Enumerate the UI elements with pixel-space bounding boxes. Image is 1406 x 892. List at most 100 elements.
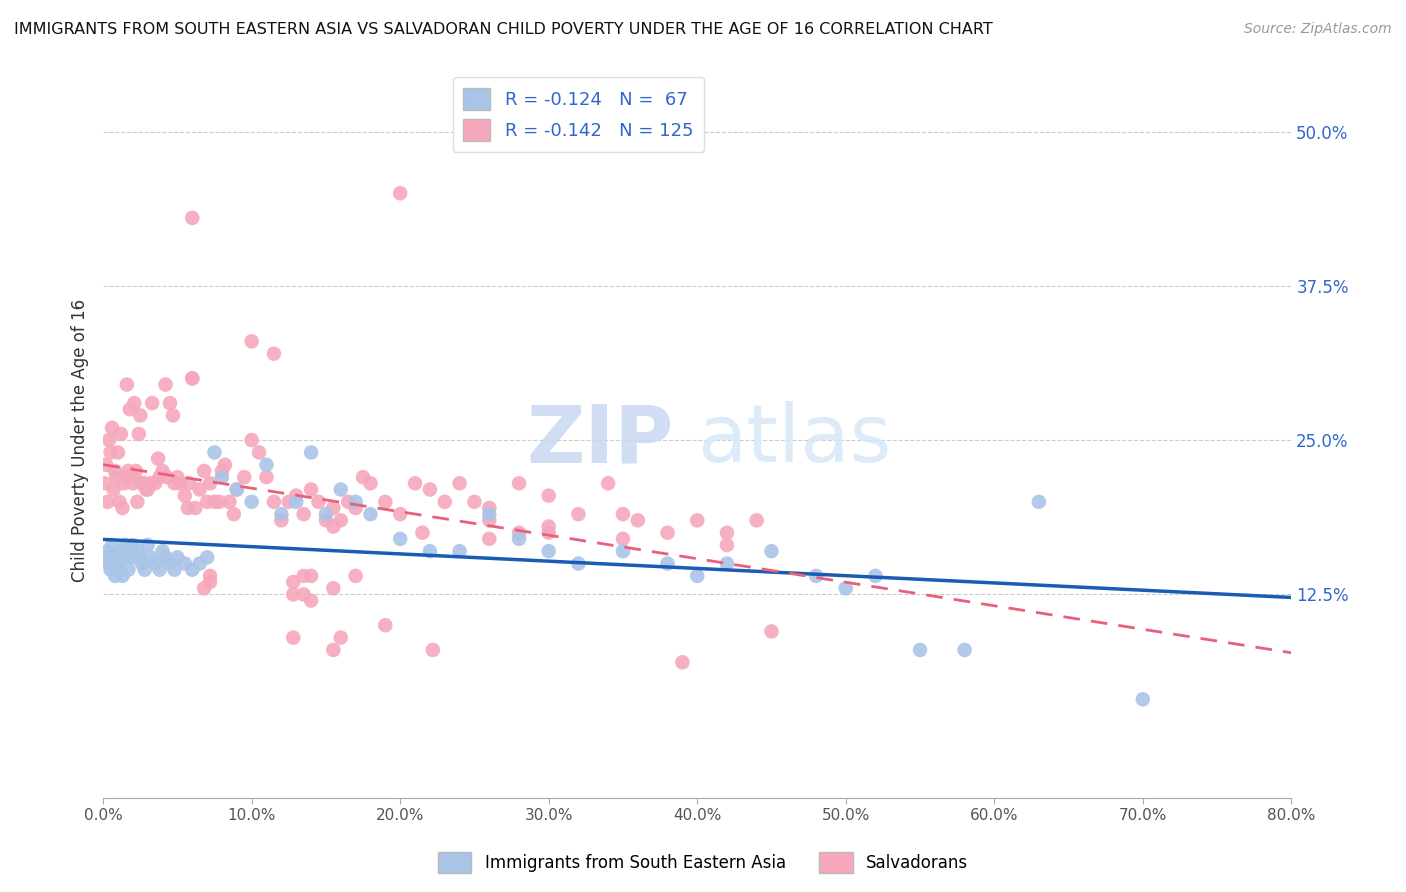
Point	[419, 544, 441, 558]
Point	[745, 513, 768, 527]
Point	[188, 483, 211, 497]
Point	[567, 557, 589, 571]
Point	[101, 538, 124, 552]
Point	[612, 532, 634, 546]
Point	[537, 489, 560, 503]
Point	[93, 476, 115, 491]
Point	[128, 544, 150, 558]
Point	[322, 501, 344, 516]
Point	[716, 557, 738, 571]
Point	[240, 433, 263, 447]
Point	[131, 557, 153, 571]
Point	[389, 507, 412, 521]
Point	[118, 550, 141, 565]
Point	[162, 409, 184, 423]
Point	[146, 451, 169, 466]
Point	[181, 563, 204, 577]
Point	[184, 501, 207, 516]
Point	[136, 483, 159, 497]
Point	[108, 563, 131, 577]
Point	[285, 489, 308, 503]
Point	[179, 476, 201, 491]
Point	[198, 575, 221, 590]
Point	[247, 445, 270, 459]
Point	[283, 575, 305, 590]
Point	[344, 501, 367, 516]
Point	[835, 581, 858, 595]
Point	[94, 458, 117, 472]
Point	[374, 618, 396, 632]
Point	[337, 495, 360, 509]
Point	[114, 538, 136, 552]
Text: ZIP: ZIP	[526, 401, 673, 479]
Point	[270, 507, 292, 521]
Point	[118, 402, 141, 417]
Point	[143, 476, 166, 491]
Point	[908, 643, 931, 657]
Point	[657, 557, 679, 571]
Point	[716, 525, 738, 540]
Text: atlas: atlas	[697, 401, 891, 479]
Point	[329, 483, 352, 497]
Point	[125, 550, 148, 565]
Point	[292, 507, 315, 521]
Point	[193, 464, 215, 478]
Point	[344, 569, 367, 583]
Point	[114, 470, 136, 484]
Point	[389, 186, 412, 201]
Point	[134, 563, 156, 577]
Point	[105, 557, 128, 571]
Point	[359, 507, 381, 521]
Point	[285, 495, 308, 509]
Point	[270, 513, 292, 527]
Point	[263, 495, 285, 509]
Point	[139, 476, 162, 491]
Point	[148, 563, 170, 577]
Point	[156, 470, 179, 484]
Point	[225, 483, 247, 497]
Point	[233, 470, 256, 484]
Point	[344, 495, 367, 509]
Point	[240, 334, 263, 349]
Point	[141, 396, 163, 410]
Point	[322, 519, 344, 533]
Point	[98, 433, 121, 447]
Point	[159, 396, 181, 410]
Point	[181, 371, 204, 385]
Point	[657, 525, 679, 540]
Point	[627, 513, 650, 527]
Point	[299, 483, 322, 497]
Point	[478, 532, 501, 546]
Point	[120, 470, 142, 484]
Point	[537, 519, 560, 533]
Point	[110, 426, 132, 441]
Point	[686, 569, 709, 583]
Point	[97, 495, 120, 509]
Point	[136, 538, 159, 552]
Point	[97, 544, 120, 558]
Text: IMMIGRANTS FROM SOUTH EASTERN ASIA VS SALVADORAN CHILD POVERTY UNDER THE AGE OF : IMMIGRANTS FROM SOUTH EASTERN ASIA VS SA…	[14, 22, 993, 37]
Point	[612, 544, 634, 558]
Point	[222, 507, 245, 521]
Point	[193, 581, 215, 595]
Point	[129, 409, 152, 423]
Point	[115, 550, 138, 565]
Point	[478, 501, 501, 516]
Point	[111, 501, 134, 516]
Point	[143, 557, 166, 571]
Point	[117, 563, 139, 577]
Point	[155, 377, 177, 392]
Point	[598, 476, 620, 491]
Point	[198, 569, 221, 583]
Point	[761, 624, 783, 639]
Point	[419, 483, 441, 497]
Point	[374, 495, 396, 509]
Point	[449, 544, 471, 558]
Point	[329, 513, 352, 527]
Point	[117, 464, 139, 478]
Point	[159, 557, 181, 571]
Point	[463, 495, 485, 509]
Point	[508, 476, 530, 491]
Point	[148, 470, 170, 484]
Point	[129, 550, 152, 565]
